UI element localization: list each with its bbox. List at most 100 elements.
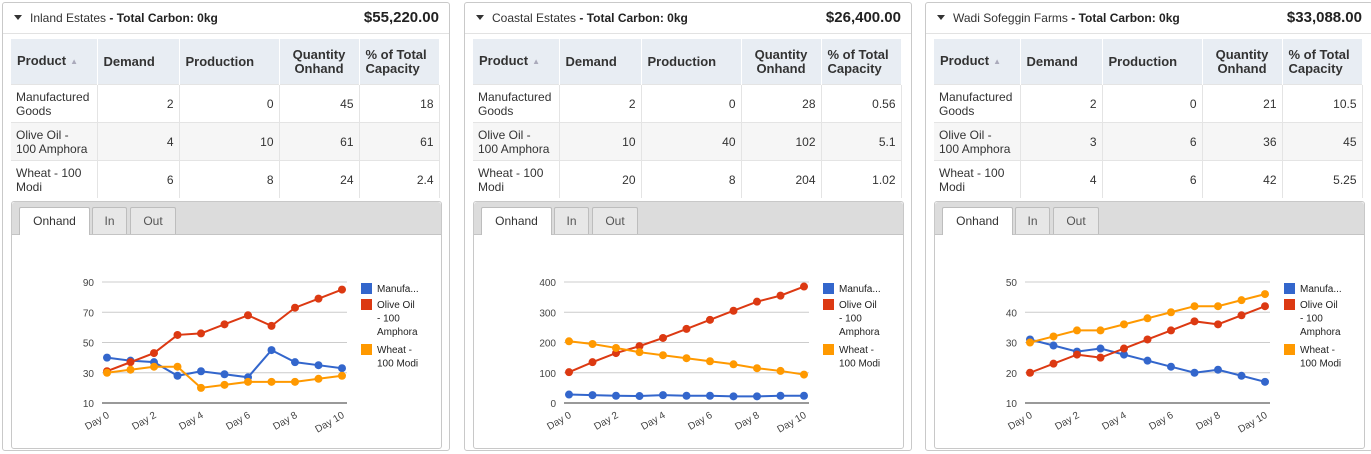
column-header-production[interactable]: Production — [641, 39, 742, 85]
data-point[interactable] — [1026, 338, 1034, 347]
column-header-product[interactable]: Product ▲ — [473, 39, 560, 85]
data-point[interactable] — [659, 333, 667, 342]
data-point[interactable] — [1026, 368, 1034, 377]
data-point[interactable] — [1167, 326, 1175, 335]
tab-onhand[interactable]: Onhand — [481, 207, 552, 235]
tab-in[interactable]: In — [92, 207, 127, 234]
data-point[interactable] — [729, 392, 738, 401]
tab-out[interactable]: Out — [130, 207, 176, 234]
data-point[interactable] — [1190, 317, 1199, 326]
collapse-caret-icon[interactable] — [937, 15, 945, 20]
data-point[interactable] — [635, 392, 644, 401]
table-row[interactable]: Manufactured Goods 2 0 21 10.5 — [934, 84, 1363, 123]
data-point[interactable] — [800, 391, 808, 400]
panel-header[interactable]: Wadi Sofeggin Farms - Total Carbon: 0kg $… — [926, 3, 1371, 34]
data-point[interactable] — [220, 320, 229, 329]
column-header-pct-capacity[interactable]: % of Total Capacity — [821, 39, 902, 85]
column-header-production[interactable]: Production — [1102, 39, 1203, 85]
table-row[interactable]: Olive Oil -100 Amphora 3 6 36 45 — [934, 122, 1363, 161]
data-point[interactable] — [682, 324, 691, 333]
data-point[interactable] — [1049, 341, 1058, 350]
tab-out[interactable]: Out — [1053, 207, 1099, 234]
data-point[interactable] — [1167, 362, 1175, 371]
column-header-production[interactable]: Production — [179, 39, 280, 85]
data-point[interactable] — [565, 337, 573, 346]
data-point[interactable] — [1143, 356, 1152, 365]
collapse-caret-icon[interactable] — [14, 15, 22, 20]
data-point[interactable] — [1049, 359, 1058, 368]
tab-out[interactable]: Out — [592, 207, 638, 234]
data-point[interactable] — [753, 392, 761, 401]
data-point[interactable] — [173, 371, 182, 380]
data-point[interactable] — [1167, 308, 1175, 317]
data-point[interactable] — [659, 351, 667, 360]
data-point[interactable] — [291, 358, 299, 367]
data-point[interactable] — [1120, 320, 1128, 329]
data-point[interactable] — [1237, 296, 1246, 305]
data-point[interactable] — [1261, 290, 1269, 299]
panel-header[interactable]: Inland Estates - Total Carbon: 0kg $55,22… — [3, 3, 449, 34]
data-point[interactable] — [635, 348, 644, 357]
data-point[interactable] — [729, 360, 738, 369]
data-point[interactable] — [588, 391, 597, 400]
column-header-demand[interactable]: Demand — [1020, 39, 1103, 85]
data-point[interactable] — [220, 370, 229, 379]
data-point[interactable] — [1237, 311, 1246, 320]
data-point[interactable] — [267, 321, 276, 330]
data-point[interactable] — [291, 377, 299, 386]
tab-onhand[interactable]: Onhand — [19, 207, 90, 235]
column-header-quantity-onhand[interactable]: Quantity Onhand — [741, 39, 822, 85]
tab-in[interactable]: In — [554, 207, 589, 234]
data-point[interactable] — [706, 391, 714, 400]
data-point[interactable] — [244, 311, 252, 320]
data-point[interactable] — [220, 380, 229, 389]
data-point[interactable] — [1096, 344, 1105, 353]
data-point[interactable] — [1190, 302, 1199, 311]
data-point[interactable] — [1120, 344, 1128, 353]
data-point[interactable] — [706, 315, 714, 324]
column-header-demand[interactable]: Demand — [97, 39, 180, 85]
data-point[interactable] — [1261, 302, 1269, 311]
data-point[interactable] — [776, 291, 785, 300]
table-row[interactable]: Olive Oil -100 Amphora 4 10 61 61 — [11, 122, 440, 161]
data-point[interactable] — [314, 374, 323, 383]
column-header-pct-capacity[interactable]: % of Total Capacity — [1282, 39, 1363, 85]
data-point[interactable] — [659, 391, 667, 400]
data-point[interactable] — [314, 361, 323, 370]
table-row[interactable]: Wheat - 100 Modi 4 6 42 5.25 — [934, 160, 1363, 198]
table-row[interactable]: Manufactured Goods 2 0 45 18 — [11, 84, 440, 123]
data-point[interactable] — [776, 366, 785, 375]
column-header-quantity-onhand[interactable]: Quantity Onhand — [1202, 39, 1283, 85]
data-point[interactable] — [635, 342, 644, 351]
data-point[interactable] — [1214, 365, 1222, 374]
data-point[interactable] — [1237, 371, 1246, 380]
data-point[interactable] — [729, 306, 738, 315]
column-header-product[interactable]: Product ▲ — [934, 39, 1021, 85]
data-point[interactable] — [314, 294, 323, 303]
data-point[interactable] — [800, 282, 808, 291]
data-point[interactable] — [588, 340, 597, 349]
column-header-product[interactable]: Product ▲ — [11, 39, 98, 85]
data-point[interactable] — [1214, 302, 1222, 311]
data-point[interactable] — [173, 362, 182, 371]
data-point[interactable] — [565, 368, 573, 377]
data-point[interactable] — [1120, 350, 1128, 359]
data-point[interactable] — [1049, 332, 1058, 341]
panel-header[interactable]: Coastal Estates - Total Carbon: 0kg $26,4… — [465, 3, 911, 34]
data-point[interactable] — [776, 391, 785, 400]
table-row[interactable]: Wheat - 100 Modi 20 8 204 1.02 — [473, 160, 902, 198]
data-point[interactable] — [1261, 377, 1269, 386]
data-point[interactable] — [612, 391, 620, 400]
data-point[interactable] — [338, 285, 346, 294]
column-header-demand[interactable]: Demand — [559, 39, 642, 85]
data-point[interactable] — [1214, 320, 1222, 329]
data-point[interactable] — [197, 367, 205, 376]
collapse-caret-icon[interactable] — [476, 15, 484, 20]
data-point[interactable] — [103, 353, 111, 362]
column-header-pct-capacity[interactable]: % of Total Capacity — [359, 39, 440, 85]
data-point[interactable] — [103, 368, 111, 377]
tab-onhand[interactable]: Onhand — [942, 207, 1013, 235]
data-point[interactable] — [1143, 314, 1152, 323]
data-point[interactable] — [244, 377, 252, 386]
data-point[interactable] — [753, 364, 761, 373]
